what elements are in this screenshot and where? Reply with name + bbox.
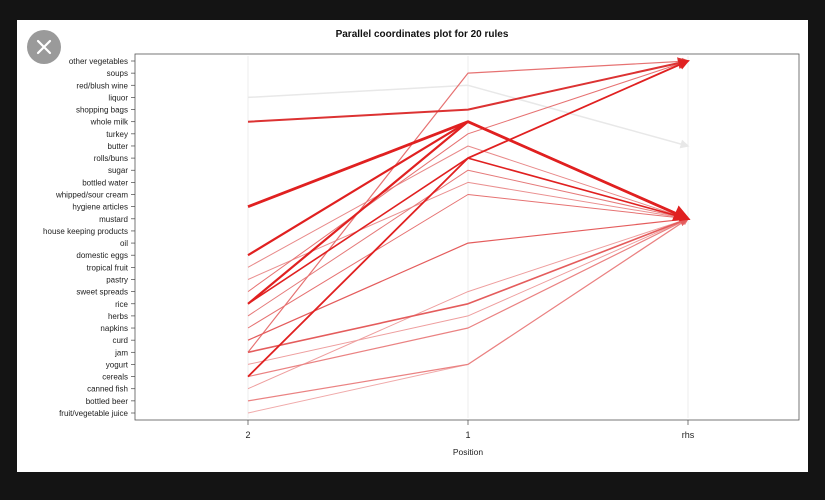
y-tick-label: sugar <box>108 166 128 175</box>
rule-line-5 <box>247 120 691 305</box>
y-tick-label: sweet spreads <box>76 288 128 297</box>
x-axis-ticks: 2 1 rhs <box>245 420 695 440</box>
plot-frame <box>134 53 800 421</box>
y-tick-label: napkins <box>100 324 128 333</box>
x-tick-label: 2 <box>245 430 250 440</box>
rule-line-14 <box>247 215 690 341</box>
rule-line-13 <box>247 194 689 329</box>
rule-line-18 <box>247 218 690 378</box>
rule-line-12 <box>247 181 689 280</box>
y-tick-label: red/blush wine <box>76 81 128 90</box>
y-tick-label: fruit/vegetable juice <box>59 409 128 418</box>
y-tick-label: whole milk <box>90 118 129 127</box>
close-button[interactable] <box>27 30 61 64</box>
bottom-bar <box>0 472 825 500</box>
x-tick-label: 1 <box>465 430 470 440</box>
x-axis-title: Position <box>453 447 484 457</box>
rule-line-1 <box>247 84 690 149</box>
rule-line-19 <box>247 218 690 402</box>
y-tick-label: turkey <box>106 130 128 139</box>
rule-line-11 <box>247 169 689 317</box>
y-tick-label: curd <box>112 336 128 345</box>
y-tick-label: herbs <box>108 312 128 321</box>
rule-line-15 <box>247 218 689 365</box>
y-tick-label: other vegetables <box>69 57 128 66</box>
y-tick-label: pastry <box>106 275 128 284</box>
rule-line-10 <box>247 59 689 293</box>
rule-lines <box>247 57 691 414</box>
y-tick-label: rice <box>115 300 128 309</box>
y-tick-label: butter <box>108 142 129 151</box>
y-tick-label: house keeping products <box>43 227 128 236</box>
y-tick-label: cereals <box>102 373 128 382</box>
x-tick-label: rhs <box>682 430 695 440</box>
rule-line-17 <box>247 217 689 390</box>
y-tick-label: jam <box>114 348 128 357</box>
close-icon <box>36 39 52 55</box>
rule-line-7 <box>247 57 690 353</box>
y-tick-label: canned fish <box>87 385 128 394</box>
rule-line-9 <box>247 145 689 268</box>
rule-line-2 <box>247 57 690 123</box>
grid-lines <box>247 56 689 418</box>
y-tick-label: bottled beer <box>86 397 129 406</box>
y-tick-label: soups <box>107 69 128 78</box>
y-tick-label: rolls/buns <box>94 154 128 163</box>
top-bar <box>0 0 825 20</box>
chart-title: Parallel coordinates plot for 20 rules <box>336 29 509 40</box>
y-tick-label: hygiene articles <box>72 203 128 212</box>
y-tick-label: oil <box>120 239 128 248</box>
y-tick-label: whipped/sour cream <box>55 191 128 200</box>
y-tick-label: bottled water <box>82 178 128 187</box>
y-tick-label: liquor <box>108 93 128 102</box>
y-axis-ticks: other vegetables soups red/blush wine liquo… <box>43 57 135 418</box>
rule-line-16 <box>247 217 690 354</box>
image-panel <box>17 20 808 472</box>
y-tick-label: domestic eggs <box>76 251 128 260</box>
y-tick-label: shopping bags <box>76 106 128 115</box>
rule-line-8 <box>247 157 690 305</box>
y-tick-label: tropical fruit <box>87 263 129 272</box>
y-tick-label: mustard <box>99 215 128 224</box>
y-tick-label: yogurt <box>106 360 129 369</box>
